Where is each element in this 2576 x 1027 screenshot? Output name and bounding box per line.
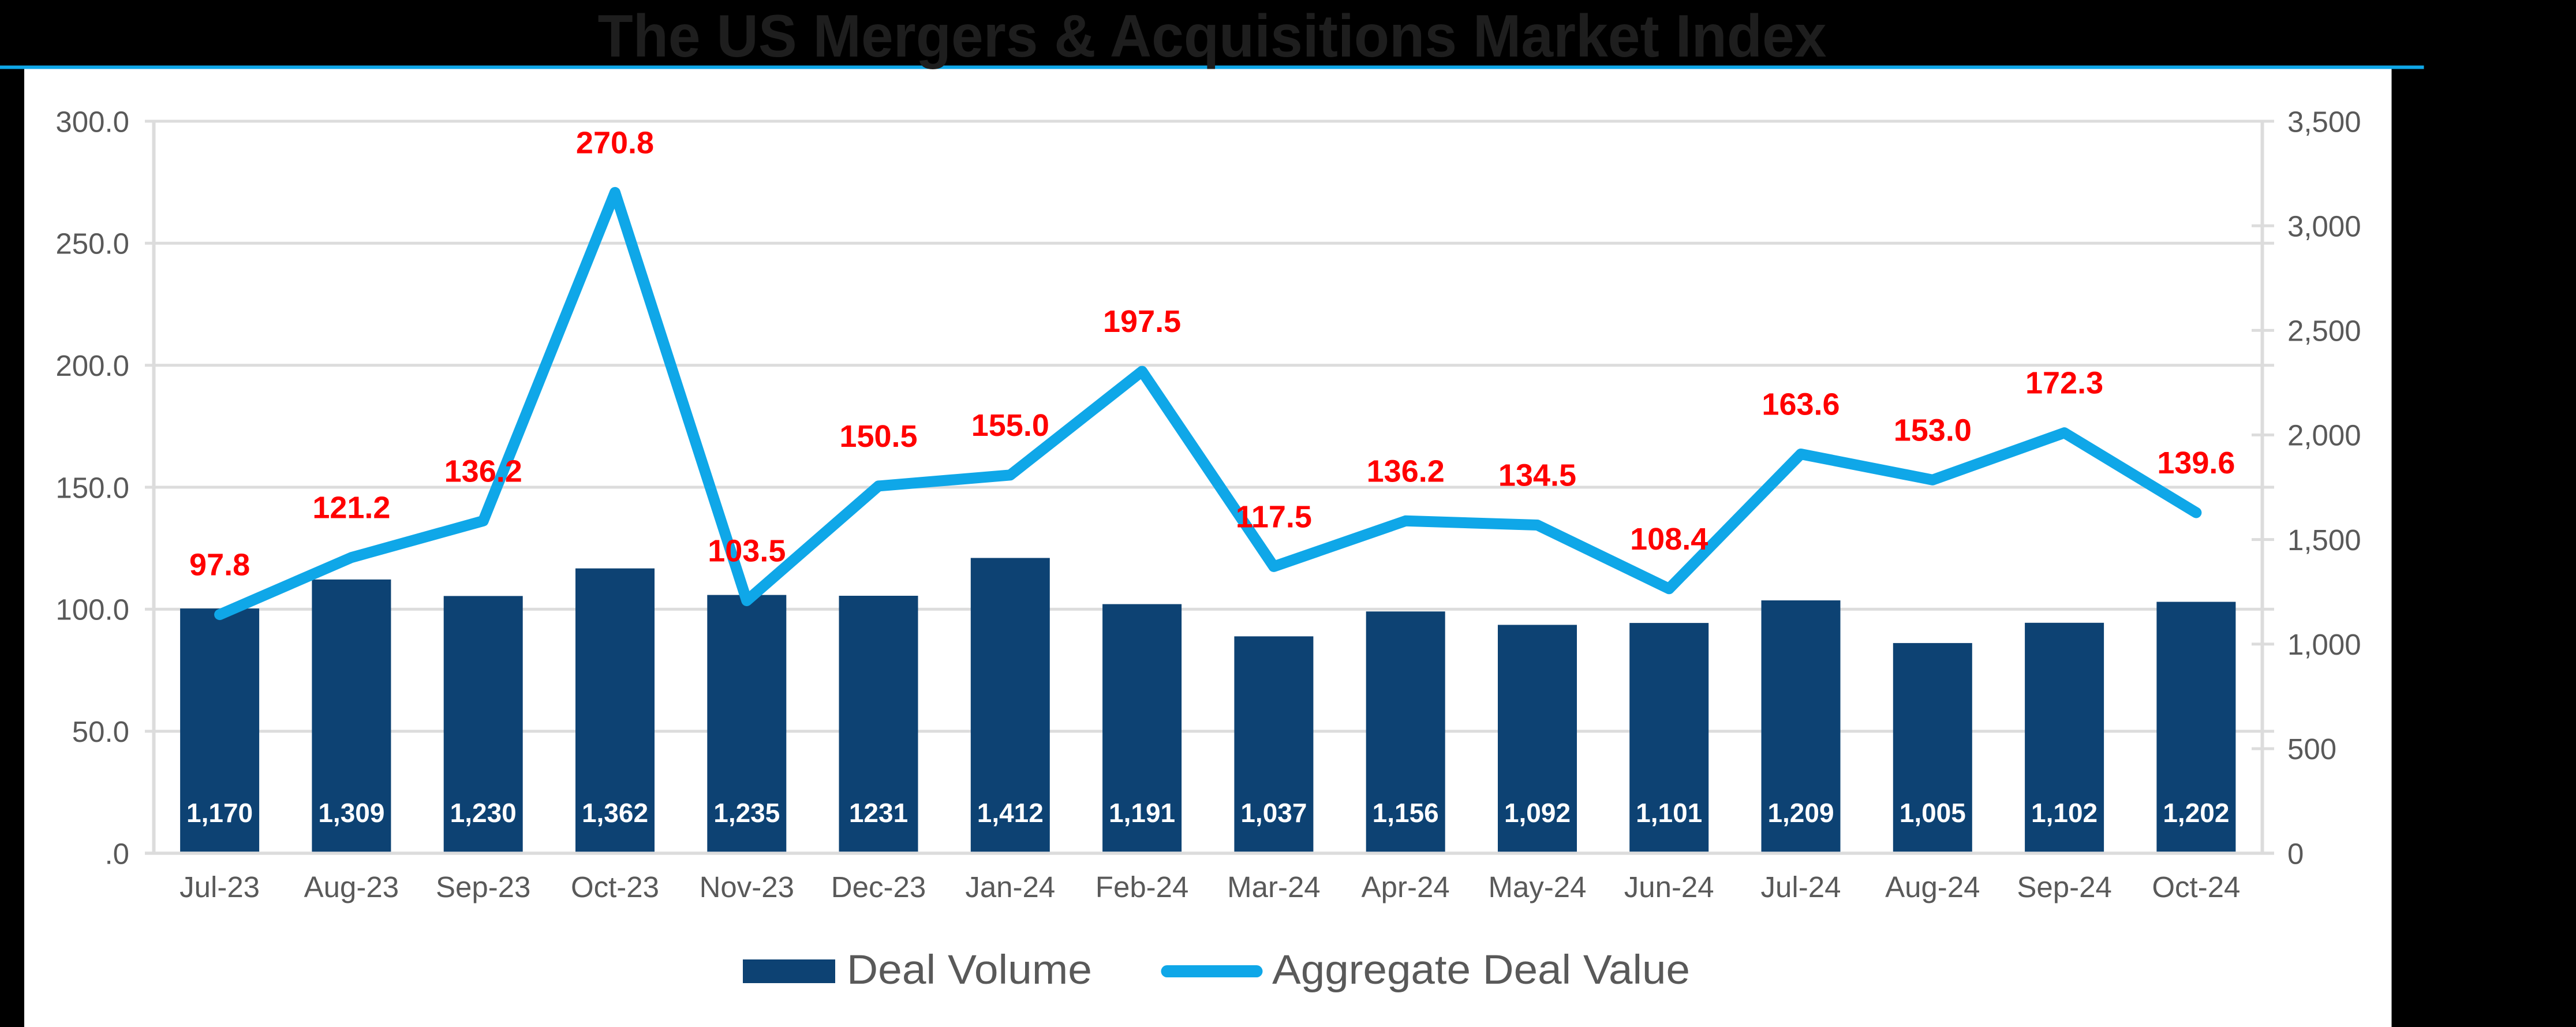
svg-text:97.8: 97.8 [189,548,250,582]
svg-text:1,037: 1,037 [1240,798,1307,828]
svg-text:.0: .0 [104,837,129,870]
svg-text:Jul-24: Jul-24 [1761,871,1841,903]
svg-text:Deal Volume: Deal Volume [847,947,1092,993]
svg-text:Jan-24: Jan-24 [965,871,1055,903]
svg-text:500: 500 [2287,733,2336,765]
svg-text:Oct-23: Oct-23 [571,871,659,903]
svg-text:155.0: 155.0 [971,408,1049,443]
svg-text:1,230: 1,230 [450,798,517,828]
svg-text:197.5: 197.5 [1103,304,1181,339]
svg-text:300.0: 300.0 [55,105,129,138]
svg-text:150.0: 150.0 [55,471,129,504]
svg-text:1,191: 1,191 [1109,798,1175,828]
svg-text:1,362: 1,362 [582,798,648,828]
svg-text:Jun-24: Jun-24 [1624,871,1714,903]
svg-text:Sep-24: Sep-24 [2017,871,2111,903]
svg-text:3,500: 3,500 [2287,105,2361,138]
svg-text:The US Mergers & Acquisitions: The US Mergers & Acquisitions Market Ind… [598,3,1827,70]
svg-text:1,309: 1,309 [318,798,384,828]
svg-text:100.0: 100.0 [55,593,129,626]
svg-text:1,000: 1,000 [2287,628,2361,661]
svg-text:Aug-24: Aug-24 [1885,871,1980,903]
svg-text:1231: 1231 [849,798,908,828]
svg-text:1,202: 1,202 [2163,798,2229,828]
svg-text:200.0: 200.0 [55,349,129,382]
svg-text:1,170: 1,170 [186,798,253,828]
svg-text:139.6: 139.6 [2157,446,2235,480]
svg-text:2,000: 2,000 [2287,419,2361,452]
svg-text:1,412: 1,412 [977,798,1044,828]
svg-text:1,102: 1,102 [2031,798,2098,828]
svg-text:Dec-23: Dec-23 [831,871,926,903]
svg-text:Aug-23: Aug-23 [304,871,399,903]
svg-text:3,000: 3,000 [2287,210,2361,242]
svg-text:1,092: 1,092 [1504,798,1571,828]
svg-text:0: 0 [2287,837,2304,870]
svg-text:Feb-24: Feb-24 [1096,871,1189,903]
svg-text:1,156: 1,156 [1373,798,1439,828]
svg-text:1,209: 1,209 [1767,798,1834,828]
svg-text:Apr-24: Apr-24 [1362,871,1450,903]
svg-text:153.0: 153.0 [1894,413,1972,447]
svg-text:172.3: 172.3 [2025,366,2103,401]
svg-text:270.8: 270.8 [576,125,654,160]
svg-text:Nov-23: Nov-23 [700,871,794,903]
svg-text:Jul-23: Jul-23 [180,871,260,903]
svg-text:121.2: 121.2 [312,491,390,525]
svg-text:Oct-24: Oct-24 [2152,871,2240,903]
svg-text:50.0: 50.0 [72,715,129,748]
svg-text:Mar-24: Mar-24 [1227,871,1321,903]
svg-text:May-24: May-24 [1488,871,1586,903]
svg-text:Aggregate Deal Value: Aggregate Deal Value [1272,947,1690,993]
svg-text:108.4: 108.4 [1630,522,1708,557]
svg-text:1,005: 1,005 [1900,798,1966,828]
svg-text:136.2: 136.2 [1367,454,1445,488]
svg-text:1,500: 1,500 [2287,524,2361,557]
svg-text:1,235: 1,235 [713,798,780,828]
svg-text:136.2: 136.2 [444,454,522,488]
svg-text:134.5: 134.5 [1498,458,1576,493]
svg-text:103.5: 103.5 [708,534,786,569]
svg-text:163.6: 163.6 [1762,387,1840,422]
svg-text:2,500: 2,500 [2287,315,2361,348]
svg-text:Sep-23: Sep-23 [436,871,530,903]
svg-text:117.5: 117.5 [1236,499,1312,534]
svg-text:1,101: 1,101 [1636,798,1702,828]
svg-text:150.5: 150.5 [839,419,917,454]
svg-text:250.0: 250.0 [55,227,129,260]
